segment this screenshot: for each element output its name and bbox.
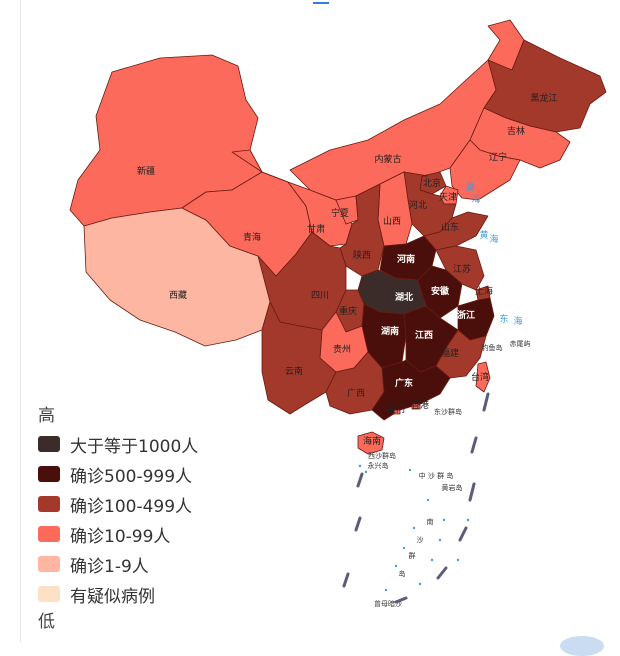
province-label: 香港	[411, 399, 429, 411]
legend-item-label: 确诊500-999人	[70, 466, 193, 487]
legend: 高 大于等于1000人 确诊500-999人 确诊100-499人 确诊10-99人确…	[38, 403, 198, 635]
province-label: 浙江	[457, 309, 475, 321]
province-label: 北京	[423, 177, 441, 189]
sea-label-donghai-1: 东	[499, 313, 508, 325]
province-label: 河北	[409, 199, 427, 211]
province-taiwan[interactable]	[475, 361, 491, 393]
province-label: 台湾	[471, 371, 489, 383]
sea-label-huanghai-2: 海	[489, 233, 498, 245]
island-yongxing: 永兴岛	[368, 461, 389, 470]
legend-swatch	[38, 526, 60, 542]
island-diaoyu: 钓鱼岛	[482, 343, 503, 352]
legend-swatch	[38, 586, 60, 602]
province-label: 澳门	[387, 403, 405, 415]
province-label: 重庆	[339, 305, 357, 317]
island-nansha-3: 群	[409, 551, 416, 560]
legend-swatch	[38, 436, 60, 452]
province-label: 西藏	[169, 289, 187, 301]
sea-label-huanghai-1: 黄	[479, 229, 488, 241]
province-label: 河南	[397, 253, 415, 265]
province-label: 黑龙江	[530, 92, 557, 104]
legend-item-label: 有疑似病例	[70, 586, 155, 607]
province-label: 安徽	[431, 285, 450, 297]
province-liaoning[interactable]	[449, 139, 521, 201]
island-xisha: 西沙群岛	[368, 451, 396, 460]
province-label: 山东	[441, 221, 459, 233]
legend-item-label: 确诊1-9人	[70, 556, 149, 577]
top-indicator	[313, 2, 329, 4]
legend-item-label: 确诊100-499人	[70, 496, 193, 517]
province-label: 广西	[347, 387, 365, 399]
legend-swatch	[38, 496, 60, 512]
island-nansha-1: 南	[427, 517, 434, 526]
legend-item[interactable]: 有疑似病例	[38, 579, 198, 609]
province-label: 内蒙古	[374, 153, 401, 165]
legend-item[interactable]: 确诊1-9人	[38, 549, 198, 579]
legend-low-label: 低	[38, 612, 55, 632]
province-label: 上海	[475, 285, 493, 297]
sea-label-donghai-2: 海	[513, 315, 522, 327]
province-gansu[interactable]	[231, 149, 353, 247]
province-label: 青海	[243, 231, 261, 243]
province-guangdong[interactable]	[371, 359, 451, 421]
province-label: 天津	[439, 192, 457, 203]
legend-swatch	[38, 556, 60, 572]
province-label: 辽宁	[489, 151, 507, 163]
province-label: 吉林	[507, 125, 525, 137]
island-huangyan: 黄岩岛	[442, 483, 463, 492]
legend-item-label: 确诊10-99人	[70, 526, 171, 547]
sea-label-bohai-1: 渤	[465, 181, 474, 193]
corner-widget[interactable]	[560, 636, 604, 656]
province-hongkong[interactable]	[411, 403, 421, 410]
province-label: 四川	[311, 291, 329, 301]
legend-item[interactable]: 确诊100-499人	[38, 489, 198, 519]
province-label: 湖北	[395, 291, 413, 303]
frame-border	[20, 0, 21, 643]
legend-swatch	[38, 466, 60, 482]
province-fujian[interactable]	[435, 329, 487, 379]
province-label: 湖南	[381, 325, 399, 337]
province-label: 贵州	[333, 343, 351, 355]
nine-dash-line	[342, 392, 490, 604]
province-label: 福建	[441, 347, 459, 359]
province-shaanxi[interactable]	[339, 183, 385, 277]
province-label: 宁夏	[331, 207, 349, 219]
province-label: 广东	[395, 377, 413, 389]
legend-high-label: 高	[38, 406, 55, 426]
island-zhongsha: 中 沙 群 岛	[419, 471, 454, 480]
legend-item-label: 大于等于1000人	[70, 436, 199, 457]
island-chiwei: 赤尾屿	[510, 339, 531, 348]
province-label: 甘肃	[307, 223, 325, 235]
island-zengmu: 曾母暗沙	[374, 599, 402, 608]
legend-item[interactable]: 大于等于1000人	[38, 429, 198, 459]
province-label: 新疆	[137, 165, 155, 177]
province-label: 江西	[415, 329, 433, 341]
province-label: 江苏	[453, 263, 471, 275]
sea-label-bohai-2: 海	[471, 193, 480, 205]
legend-item[interactable]: 确诊500-999人	[38, 459, 198, 489]
province-hainan[interactable]	[357, 431, 385, 455]
legend-item[interactable]: 确诊10-99人	[38, 519, 198, 549]
province-label: 山西	[383, 216, 401, 227]
province-hebei[interactable]	[403, 171, 457, 237]
island-dongsha: 东沙群岛	[434, 407, 462, 416]
island-nansha-2: 沙	[417, 536, 424, 544]
province-label: 海南	[363, 435, 381, 447]
province-label: 陕西	[353, 249, 371, 261]
province-macau[interactable]	[393, 409, 401, 415]
island-dots	[358, 464, 470, 592]
island-nansha-4: 岛	[399, 569, 406, 578]
province-label: 云南	[285, 365, 303, 377]
